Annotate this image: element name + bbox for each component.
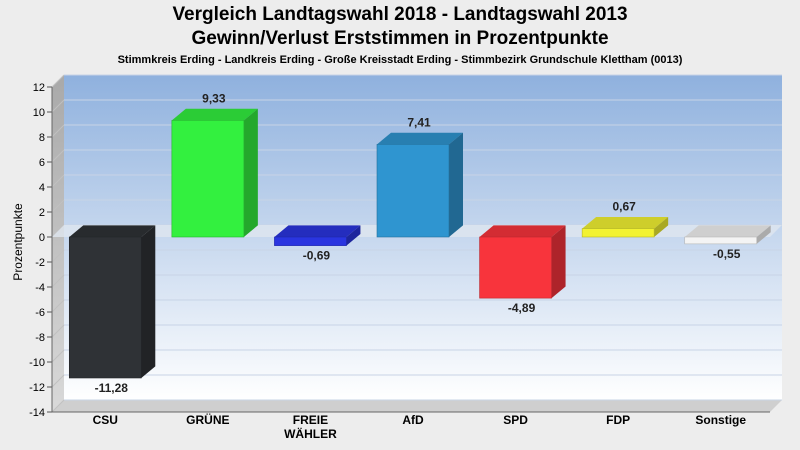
- chart-title-line2: Gewinn/Verlust Erststimmen in Prozentpun…: [191, 28, 609, 49]
- y-tick-label: 8: [39, 132, 45, 144]
- bar: [376, 144, 450, 238]
- bar-top: [274, 225, 361, 237]
- bar-top: [684, 225, 771, 237]
- y-tick-label: 2: [39, 207, 45, 219]
- y-tick-label: -14: [29, 407, 45, 419]
- grid-line-wall: [51, 124, 65, 138]
- y-tick-label: 6: [39, 157, 45, 169]
- y-tick-label: 12: [33, 82, 45, 94]
- y-axis-label: Prozentpunkte: [11, 203, 25, 281]
- bar-side: [756, 225, 771, 244]
- bar-top: [69, 225, 156, 237]
- plot-floor: [52, 400, 782, 412]
- x-tick-label: Sonstige: [695, 413, 746, 427]
- grid-line-wall: [51, 324, 65, 338]
- x-tick-label: FREIE: [293, 413, 328, 427]
- data-label: 7,41: [407, 115, 431, 129]
- plot-left-wall: [52, 75, 64, 412]
- chart-title: Vergleich Landtagswahl 2018 - Landtagswa…: [172, 4, 628, 25]
- grid-line-wall: [51, 74, 65, 88]
- y-tick-label: 10: [33, 107, 45, 119]
- y-tick-label: -10: [29, 357, 45, 369]
- grid-line-wall: [51, 149, 65, 163]
- bar-side: [243, 108, 258, 237]
- bar-side: [141, 225, 156, 378]
- bar-side: [346, 225, 361, 246]
- bar-side: [449, 132, 463, 237]
- y-tick-label: 4: [39, 182, 45, 194]
- y-tick-label: -4: [35, 282, 45, 294]
- bar: [684, 236, 758, 245]
- data-label: -0,55: [713, 247, 741, 261]
- bar-top: [377, 132, 463, 145]
- y-tick-label: 0: [39, 232, 45, 244]
- bar-top: [582, 216, 669, 229]
- x-tick-label: SPD: [503, 413, 528, 427]
- bar: [581, 228, 655, 238]
- grid-line-wall: [51, 274, 65, 288]
- bar: [274, 236, 347, 246]
- y-tick-label: -12: [29, 382, 45, 394]
- grid-line-wall: [51, 99, 65, 113]
- grid-line-wall: [51, 399, 65, 413]
- grid-line-wall: [51, 174, 65, 188]
- bar-top: [171, 108, 258, 121]
- bar: [479, 236, 552, 299]
- x-tick-label: FDP: [606, 413, 630, 427]
- bar: [171, 120, 245, 238]
- bar-side: [654, 216, 669, 237]
- x-tick-label: WÄHLER: [284, 426, 337, 441]
- y-tick-label: -2: [35, 257, 45, 269]
- chart-subtitle: Stimmkreis Erding - Landkreis Erding - G…: [117, 54, 683, 66]
- data-label: -4,89: [508, 301, 536, 315]
- grid-line-wall: [51, 349, 65, 363]
- x-tick-label: CSU: [93, 413, 118, 427]
- bar-top: [479, 225, 566, 237]
- data-label: 9,33: [202, 91, 226, 105]
- bar-side: [551, 225, 566, 299]
- grid-line-wall: [51, 199, 65, 213]
- y-tick-label: -6: [35, 307, 45, 319]
- grid-line-wall: [51, 299, 65, 313]
- x-tick-label: AfD: [402, 413, 424, 427]
- grid-line-wall: [51, 249, 65, 263]
- y-tick-label: -8: [35, 332, 45, 344]
- bar: [68, 236, 142, 379]
- data-label: 0,67: [612, 200, 636, 214]
- data-label: -11,28: [95, 381, 129, 395]
- data-label: -0,69: [303, 249, 331, 263]
- grid-line-wall: [51, 374, 65, 388]
- x-tick-label: GRÜNE: [186, 412, 229, 427]
